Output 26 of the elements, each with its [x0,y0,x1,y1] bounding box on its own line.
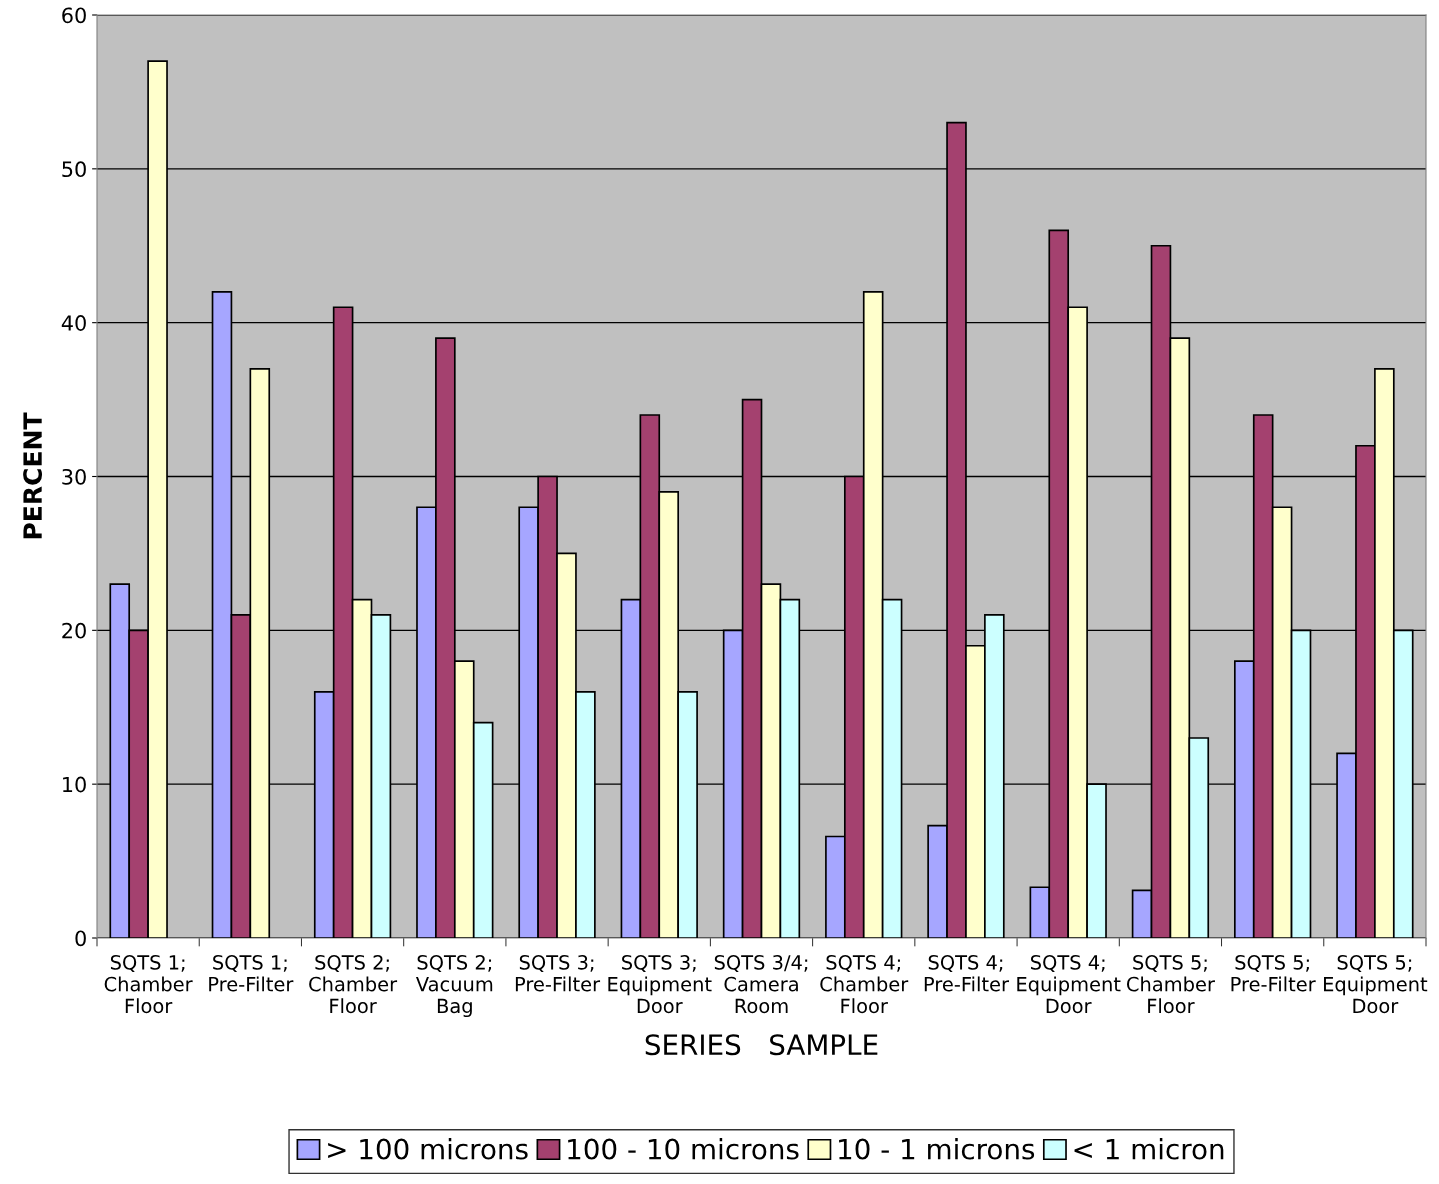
y-tick-label: 20 [62,622,86,639]
legend-label: > 100 microns [328,1138,528,1160]
x-tick-label: SQTS 2; Chamber Floor [309,955,398,1014]
y-tick-label: 0 [75,930,86,947]
x-tick-label: SQTS 4; Chamber Floor [820,955,909,1014]
legend-label: < 1 micron [1074,1138,1224,1160]
y-tick-label: 40 [61,315,86,331]
y-tick-label: 10 [63,776,86,793]
y-tick-label: 30 [62,468,86,485]
x-tick-label: SQTS 3; Pre-Filter [515,955,601,992]
y-tick-label: 60 [62,7,86,24]
legend-label: 100 - 10 microns [568,1138,799,1160]
x-tick-label: SQTS 3/4; Camera Room [714,955,808,1014]
x-tick-label: SQTS 4; Equipment Door [1017,955,1121,1014]
x-tick-label: SQTS 5; Equipment Door [1324,955,1428,1014]
x-tick-label: SQTS 4; Pre-Filter [924,955,1009,992]
x-tick-label: SQTS 5; Chamber Floor [1126,955,1215,1014]
x-tick-label: SQTS 2; Vacuum Bag [415,955,493,1018]
legend-label: 10 - 1 microns [839,1138,1035,1160]
x-tick-label: SQTS 1; Pre-Filter [209,955,294,992]
y-axis-title: PERCENT [23,412,43,539]
x-tick-label: SQTS 1; Chamber Floor [104,955,193,1014]
y-tick-label: 50 [62,161,86,178]
x-axis-title: SERIES SAMPLE [645,1034,878,1056]
x-tick-label: SQTS 3; Equipment Door [608,955,712,1014]
x-tick-label: SQTS 5; Pre-Filter [1231,955,1316,992]
